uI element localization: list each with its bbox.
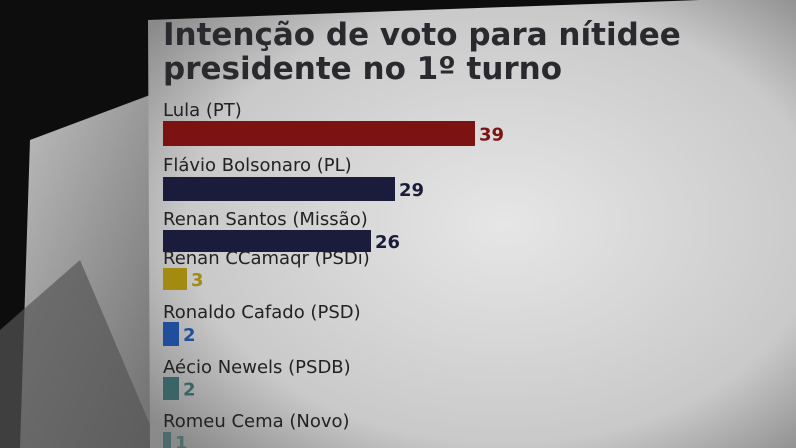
category-label: Renan Santos (Missão): [163, 209, 368, 230]
category-label: Romeu Cema (Novo): [163, 411, 350, 432]
category-label: Lula (PT): [163, 100, 242, 121]
chart-title: Intenção de voto para nítidee presidente …: [163, 17, 681, 87]
bar: [163, 268, 187, 290]
value-label: 1: [175, 433, 188, 448]
value-label: 29: [399, 180, 424, 201]
value-label: 2: [183, 380, 196, 401]
bar: [163, 377, 179, 400]
paper: [148, 0, 796, 448]
category-label: Aécio Newels (PSDB): [163, 357, 351, 378]
back-sheet: [0, 260, 160, 448]
category-label: Renan CCamaqr (PSDı): [163, 248, 370, 269]
bar: [163, 177, 395, 201]
value-label: 26: [375, 232, 400, 253]
title-group: Intenção de voto para nítidee presidente …: [163, 17, 681, 87]
bar: [163, 432, 171, 448]
value-label: 3: [191, 270, 204, 291]
category-label: Flávio Bolsonaro (PL): [163, 155, 352, 176]
bar: [163, 230, 371, 252]
bar: [163, 322, 179, 346]
bar: [163, 121, 475, 146]
value-label: 39: [479, 125, 504, 146]
bars: Lula (PT) 39 Flávio Bolsonaro (PL) 29 Renan …: [163, 100, 504, 448]
value-label: 2: [183, 325, 196, 346]
category-label: Ronaldo Cafado (PSD): [163, 302, 361, 323]
